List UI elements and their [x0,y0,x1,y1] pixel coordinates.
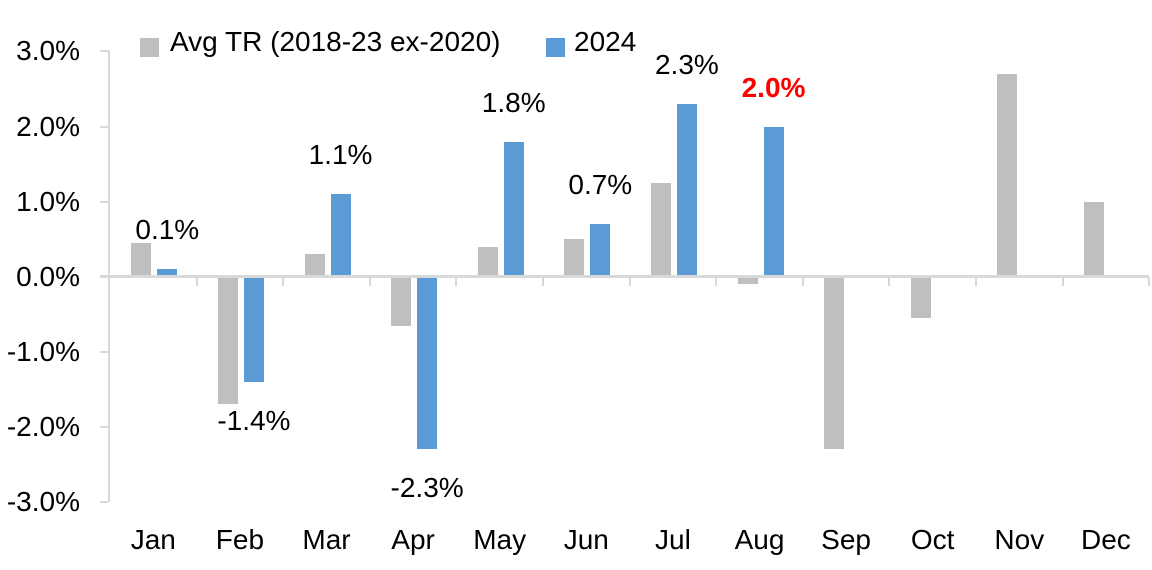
avg-tr-bar [564,239,585,277]
category-axis-tick [1061,278,1064,287]
category-axis-tick [628,278,631,287]
x-axis-label: Mar [302,524,351,555]
avg-tr-bar [650,182,671,277]
avg-tr-bar [824,276,845,450]
y-tick-label: -3.0% [6,486,80,517]
x-axis-label: Aug [734,524,785,555]
y-axis-tick [100,200,108,203]
category-axis-tick [368,278,371,287]
category-axis-tick [801,278,804,287]
bar-2024 [590,224,611,277]
category-axis-tick [715,278,718,287]
legend-swatch-2024 [546,38,565,57]
y-tick-label: -1.0% [6,335,80,367]
data-label: 1.1% [308,139,373,171]
y-tick-label: -2.0% [6,410,80,442]
data-label: 1.8% [481,86,546,118]
x-axis-label: Oct [910,524,955,555]
data-label: 0.1% [135,214,200,246]
avg-tr-bar [391,276,412,326]
bar-2024 [157,269,178,277]
category-axis-tick [1148,278,1151,287]
legend-label-avg-tr: Avg TR (2018-23 ex-2020) [170,26,501,57]
avg-tr-bar [217,276,238,405]
bar-2024 [417,276,438,450]
y-axis-tick [100,125,108,128]
category-axis-tick [542,278,544,287]
y-axis-tick [100,350,108,353]
data-label: -1.4% [217,404,291,436]
avg-tr-bar [1083,201,1104,277]
bar-2024 [243,276,264,382]
bar-2024 [503,141,524,277]
x-axis-label: Jul [654,524,691,555]
avg-tr-bar [477,246,498,277]
bar-2024 [330,194,351,277]
y-tick-label: 1.0% [16,185,80,217]
avg-tr-bar [910,276,931,318]
legend-swatch-avg-tr [140,38,159,57]
x-axis-label: Apr [391,524,435,555]
zero-axis-line [100,275,1150,279]
y-axis-tick [100,501,108,503]
avg-tr-bar [304,254,325,277]
x-axis-label: Dec [1080,524,1131,555]
data-label: -2.3% [390,472,464,504]
x-axis-label: Jun [563,524,609,555]
category-axis-tick [975,278,977,287]
data-label: 2.3% [654,48,719,80]
y-tick-label: 0.0% [16,260,80,292]
category-axis-tick [282,278,285,287]
y-axis-tick [100,425,108,428]
x-axis-label: Jan [130,524,176,555]
legend-label-2024: 2024 [574,26,637,57]
x-axis-label: Nov [994,524,1045,555]
avg-tr-bar [997,73,1018,277]
data-label: 2.0% [741,71,806,103]
y-axis-tick [100,50,108,53]
category-axis-tick [195,278,198,287]
x-axis-label: May [473,524,527,555]
bar-2024 [763,126,784,277]
avg-tr-bar [131,242,152,277]
y-tick-label: 3.0% [16,35,80,67]
bar-2024 [676,103,697,277]
x-axis-label: Feb [215,524,265,555]
category-axis-tick [455,278,458,287]
y-tick-label: 2.0% [16,110,80,142]
category-axis-tick [888,278,891,287]
data-label: 0.7% [568,169,633,201]
x-axis-label: Sep [821,524,872,555]
avg-tr-bar [737,276,758,285]
